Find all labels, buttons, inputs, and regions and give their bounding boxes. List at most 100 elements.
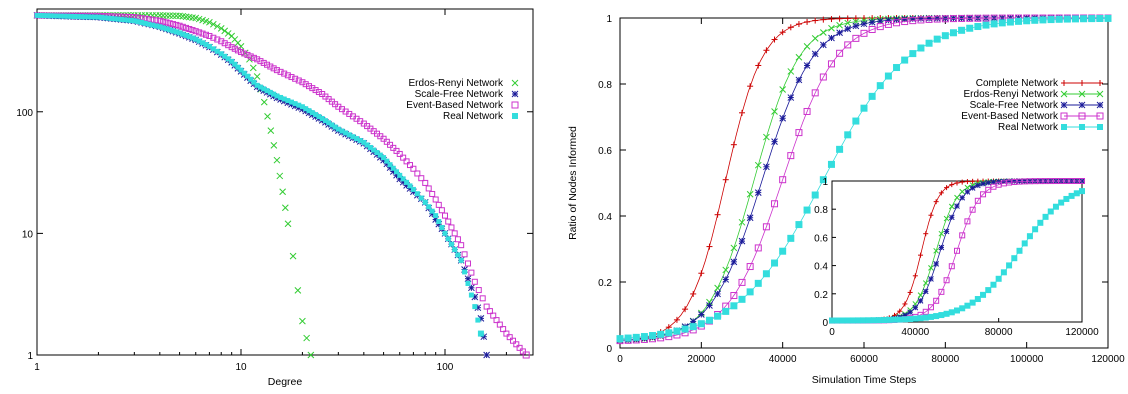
left-point bbox=[231, 45, 238, 52]
inset-point bbox=[943, 215, 950, 222]
inset-point bbox=[928, 265, 934, 271]
left-point bbox=[475, 317, 481, 323]
left-point bbox=[169, 12, 177, 20]
inset-point bbox=[959, 194, 966, 201]
right-legend-marker bbox=[1096, 112, 1104, 120]
left-point bbox=[214, 48, 220, 54]
left-point bbox=[289, 252, 297, 260]
left-point bbox=[193, 36, 199, 42]
right-point bbox=[852, 22, 860, 30]
inset-x-tick-label: 80000 bbox=[985, 327, 1013, 338]
left-point bbox=[309, 85, 316, 92]
left-point bbox=[54, 13, 60, 19]
left-point bbox=[229, 58, 235, 64]
inset-y-tick-label: 0 bbox=[822, 318, 828, 329]
right-point bbox=[1088, 15, 1096, 23]
inset-point bbox=[995, 178, 1002, 185]
inset-point bbox=[901, 316, 908, 323]
left-x-tick-label: 10 bbox=[235, 362, 247, 373]
right-point bbox=[787, 234, 795, 242]
right-point bbox=[876, 17, 884, 25]
left-axis-ticks: 1101001101001000 bbox=[16, 9, 533, 373]
right-legend-marker bbox=[1096, 101, 1104, 109]
left-point bbox=[112, 16, 118, 22]
left-point bbox=[436, 219, 442, 225]
left-point bbox=[276, 172, 284, 180]
left-point bbox=[468, 284, 475, 292]
left-point bbox=[214, 36, 221, 43]
left-point bbox=[303, 106, 309, 112]
left-point bbox=[522, 351, 530, 359]
left-point bbox=[210, 46, 216, 52]
right-series-4 bbox=[616, 14, 1112, 343]
left-point bbox=[281, 204, 289, 212]
right-point bbox=[616, 335, 624, 343]
inset-point bbox=[870, 317, 877, 324]
left-point bbox=[115, 16, 121, 22]
right-point bbox=[795, 76, 803, 84]
left-point bbox=[166, 12, 174, 19]
right-point bbox=[624, 334, 632, 342]
left-point bbox=[274, 93, 280, 99]
right-point bbox=[1104, 14, 1112, 22]
left-point bbox=[438, 207, 445, 214]
left-point bbox=[281, 70, 288, 77]
inset-point bbox=[922, 280, 929, 286]
left-point bbox=[166, 20, 173, 27]
right-point bbox=[722, 266, 730, 274]
right-point bbox=[763, 47, 770, 54]
inset-point bbox=[954, 247, 960, 254]
left-point bbox=[309, 110, 315, 116]
right-point bbox=[795, 129, 803, 137]
right-legend-marker bbox=[1079, 80, 1085, 86]
right-point bbox=[819, 41, 827, 49]
left-point bbox=[422, 179, 429, 186]
inset-point bbox=[959, 232, 966, 239]
right-point bbox=[738, 237, 746, 245]
left-point bbox=[357, 138, 363, 144]
degree-distribution-chart: Degree 1101001101001000 Erdos-Renyi Netw… bbox=[16, 8, 534, 388]
right-x-tick-label: 60000 bbox=[850, 354, 878, 365]
left-point bbox=[350, 134, 356, 140]
left-point bbox=[513, 341, 520, 348]
right-point bbox=[681, 325, 689, 333]
inset-point bbox=[948, 263, 955, 270]
right-point bbox=[885, 16, 892, 24]
left-point bbox=[146, 21, 152, 27]
left-point bbox=[486, 308, 493, 315]
inset-point bbox=[927, 313, 934, 320]
right-point bbox=[746, 288, 754, 296]
right-point bbox=[730, 292, 738, 300]
left-point bbox=[303, 334, 310, 342]
left-point bbox=[232, 61, 238, 67]
left-point bbox=[222, 53, 228, 59]
inset-point bbox=[907, 289, 913, 295]
right-point bbox=[690, 290, 697, 297]
inset-y-tick-label: 0.4 bbox=[814, 262, 828, 273]
inset-point bbox=[1037, 219, 1044, 226]
right-y-tick-label: 0.4 bbox=[598, 212, 612, 223]
right-point bbox=[1063, 15, 1071, 23]
right-legend-marker bbox=[1078, 112, 1086, 120]
left-point bbox=[224, 30, 232, 37]
left-point bbox=[249, 64, 257, 72]
right-point bbox=[747, 83, 754, 90]
right-point bbox=[811, 191, 819, 199]
right-legend-label: Complete Network bbox=[976, 78, 1059, 89]
right-point bbox=[958, 14, 966, 22]
inset-point bbox=[944, 185, 950, 191]
inset-point bbox=[938, 288, 945, 295]
left-point bbox=[429, 190, 436, 197]
right-point bbox=[917, 16, 925, 24]
right-point bbox=[974, 14, 982, 22]
right-point bbox=[657, 330, 665, 338]
left-point bbox=[44, 13, 50, 19]
right-y-tick-label: 0.8 bbox=[598, 80, 612, 91]
inset-point bbox=[969, 299, 976, 306]
inset-point bbox=[834, 317, 841, 324]
left-point bbox=[377, 152, 383, 158]
left-point bbox=[200, 40, 206, 46]
right-point bbox=[876, 82, 884, 90]
